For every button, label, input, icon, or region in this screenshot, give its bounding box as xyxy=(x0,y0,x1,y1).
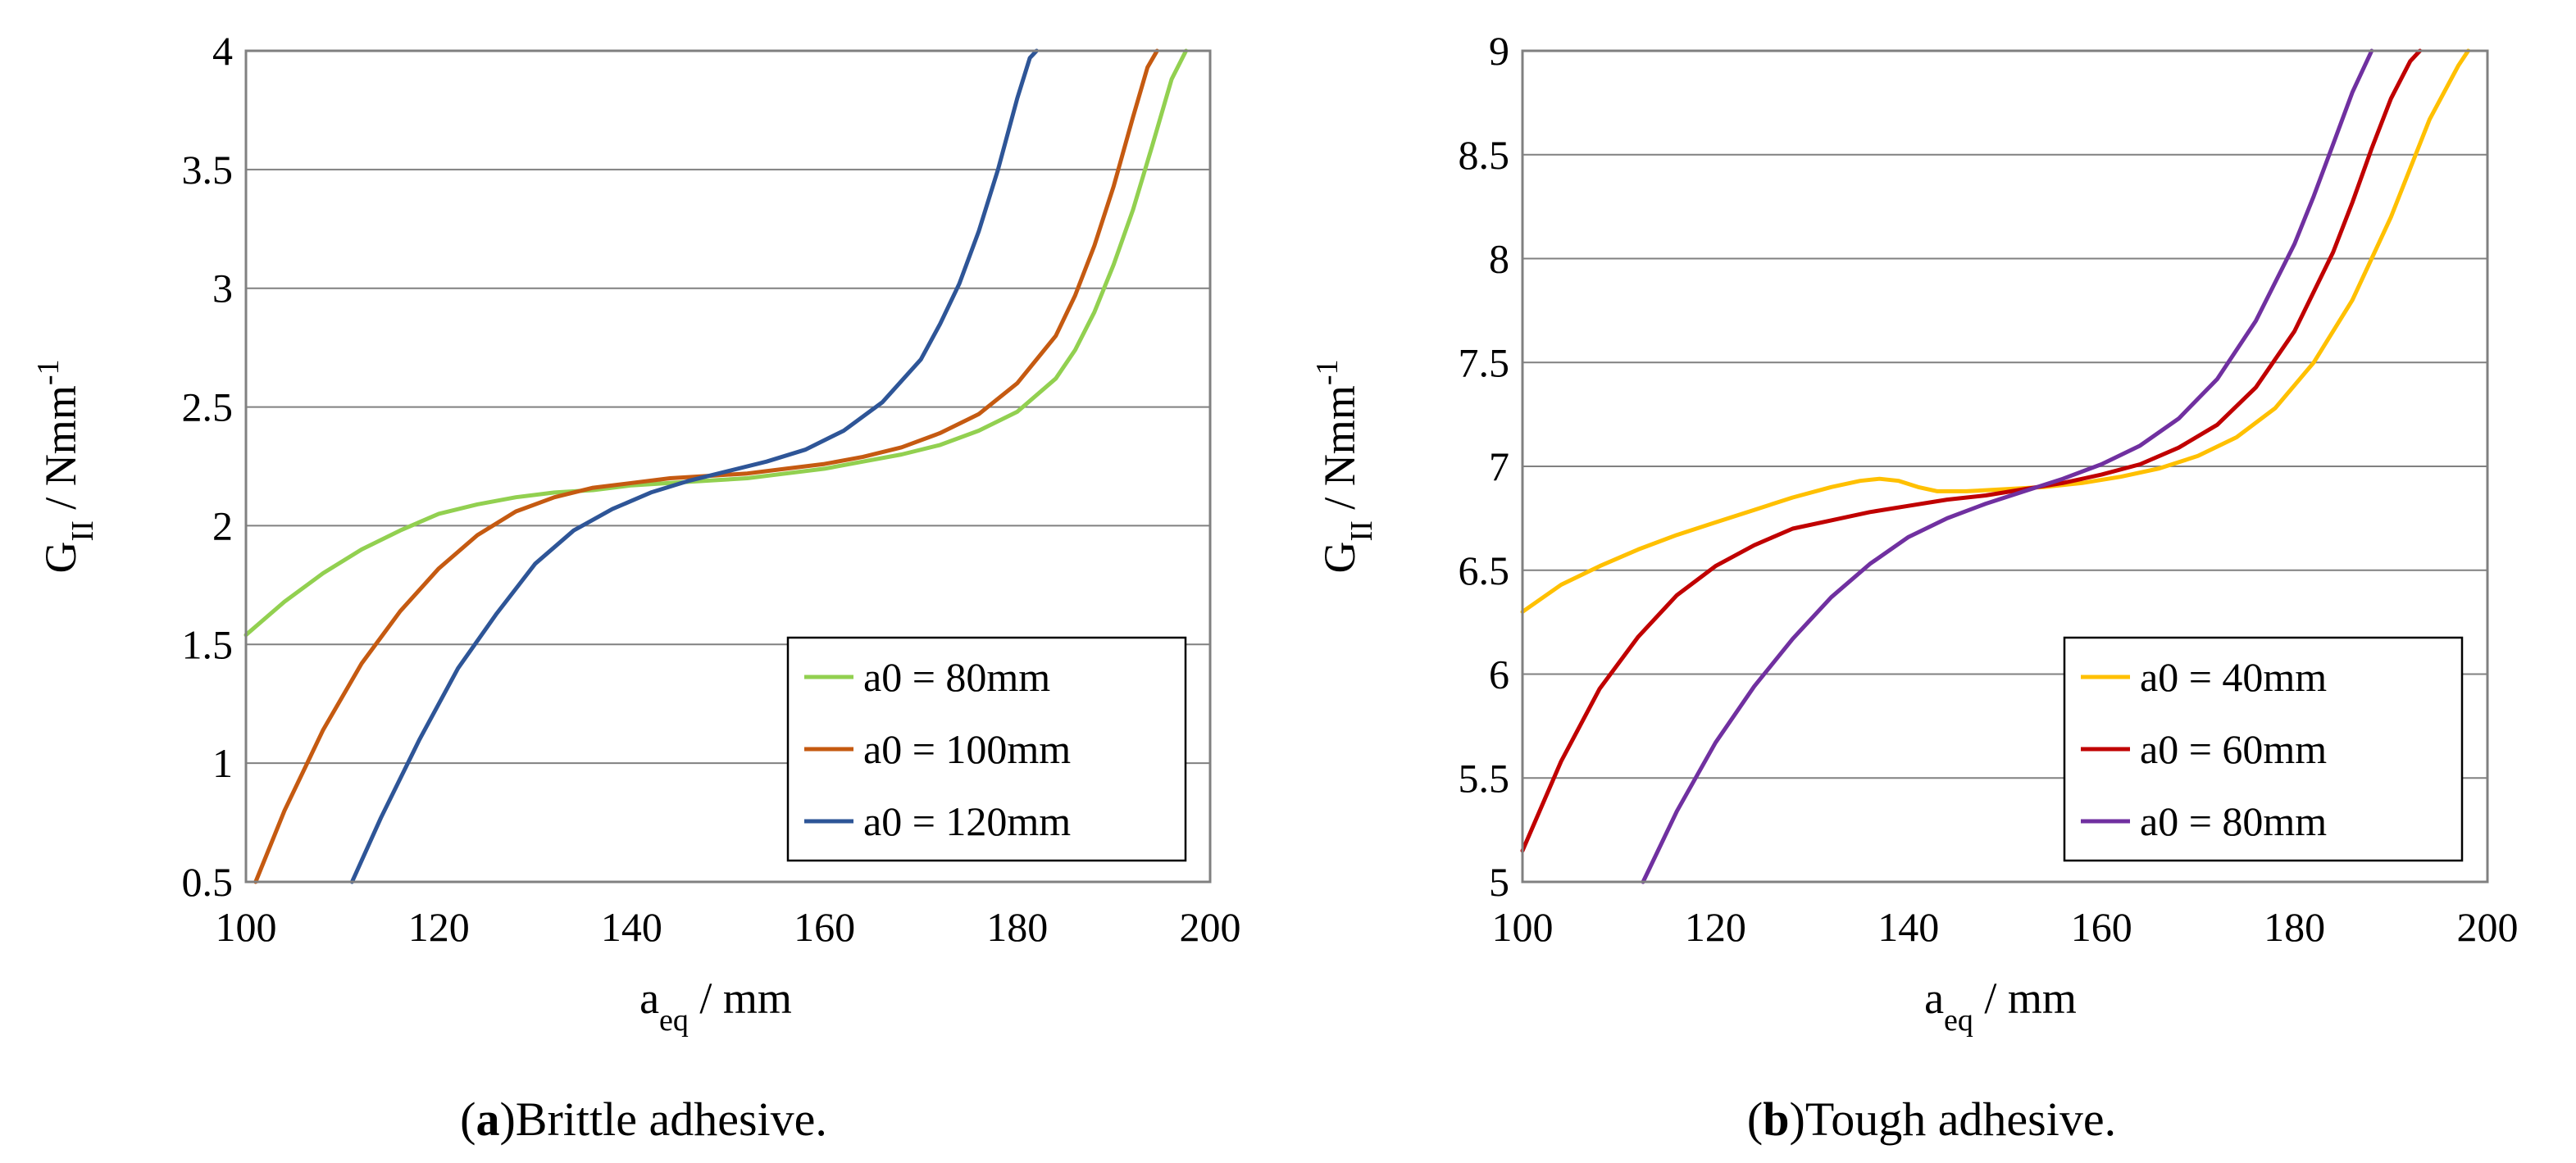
y-tick-label-a-2: 1.5 xyxy=(182,621,234,667)
x-axis-title-a: aeq / mm xyxy=(639,974,792,1038)
x-tick-label-b-2: 140 xyxy=(1877,904,1939,950)
x-tick-label-b-5: 200 xyxy=(2457,904,2519,950)
y-tick-label-b-7: 8.5 xyxy=(1459,132,1510,178)
series-line-b-0 xyxy=(1520,48,2470,614)
y-tick-label-b-4: 7 xyxy=(1489,443,1509,489)
y-tick-label-a-7: 4 xyxy=(212,28,233,74)
y-tick-label-a-4: 2.5 xyxy=(182,384,234,430)
legend-label-b-1: a0 = 60mm xyxy=(2140,726,2327,772)
x-tick-label-a-2: 140 xyxy=(601,904,662,950)
x-tick-label-a-5: 200 xyxy=(1180,904,1241,950)
y-axis-title-b: GII / Nmm-1 xyxy=(1310,360,1379,574)
chart-panel-a: 100 120 140 160 180 200 0.5 1 1.5 2 2.5 3 3.5 4 aeq … xyxy=(31,28,1241,1146)
series-line-a-2 xyxy=(349,48,1039,884)
series-group-a xyxy=(243,48,1189,884)
series-line-a-0 xyxy=(243,48,1189,638)
y-tick-label-b-2: 6 xyxy=(1489,652,1509,697)
x-tick-labels-b: 100 120 140 160 180 200 xyxy=(1492,904,2519,950)
legend-box-b xyxy=(2063,636,2464,862)
x-tick-label-b-4: 180 xyxy=(2264,904,2325,950)
legend-a: a0 = 80mm a0 = 100mm a0 = 120mm xyxy=(786,636,1187,862)
y-axis-title-a: GII / Nmm-1 xyxy=(31,360,100,574)
y-tick-label-a-5: 3 xyxy=(212,266,233,311)
legend-b: a0 = 40mm a0 = 60mm a0 = 80mm xyxy=(2063,636,2464,862)
caption-b: (b)Tough adhesive. xyxy=(1747,1093,2116,1146)
x-tick-label-b-0: 100 xyxy=(1492,904,1554,950)
legend-label-a-0: a0 = 80mm xyxy=(863,654,1050,700)
x-tick-label-b-3: 160 xyxy=(2071,904,2132,950)
y-tick-label-b-0: 5 xyxy=(1489,859,1509,905)
y-tick-labels-b: 5 5.5 6 6.5 7 7.5 8 8.5 9 xyxy=(1459,28,1510,905)
y-tick-label-a-3: 2 xyxy=(212,502,233,548)
plot-frame-b xyxy=(1521,49,2489,884)
legend-label-b-2: a0 = 80mm xyxy=(2140,798,2327,844)
y-tick-label-b-5: 7.5 xyxy=(1459,339,1510,385)
x-axis-title-b: aeq / mm xyxy=(1924,974,2077,1038)
y-tick-label-a-0: 0.5 xyxy=(182,859,234,905)
x-tick-label-a-3: 160 xyxy=(794,904,855,950)
plot-frame-a xyxy=(244,49,1212,884)
y-tick-label-b-6: 8 xyxy=(1489,236,1509,282)
y-tick-labels-a: 0.5 1 1.5 2 2.5 3 3.5 4 xyxy=(182,28,234,905)
legend-label-b-0: a0 = 40mm xyxy=(2140,654,2327,700)
y-tick-label-b-3: 6.5 xyxy=(1459,547,1510,593)
y-tick-label-a-1: 1 xyxy=(212,740,233,786)
y-tick-label-a-6: 3.5 xyxy=(182,147,234,193)
x-tick-label-a-1: 120 xyxy=(408,904,470,950)
y-tick-label-b-8: 9 xyxy=(1489,28,1509,74)
legend-box-a xyxy=(786,636,1187,862)
chart-panel-b: 100 120 140 160 180 200 5 5.5 6 6.5 7 7.5 8 8.5 9 aeq… xyxy=(1310,28,2519,1146)
series-line-b-2 xyxy=(1641,48,2374,884)
series-group-b xyxy=(1520,48,2470,884)
series-line-a-1 xyxy=(253,48,1159,884)
x-tick-labels-a: 100 120 140 160 180 200 xyxy=(216,904,1241,950)
x-tick-label-b-1: 120 xyxy=(1685,904,1746,950)
caption-a: (a)Brittle adhesive. xyxy=(460,1093,827,1146)
legend-label-a-1: a0 = 100mm xyxy=(863,726,1071,772)
y-tick-label-b-1: 5.5 xyxy=(1459,755,1510,801)
legend-label-a-2: a0 = 120mm xyxy=(863,798,1071,844)
x-tick-label-a-0: 100 xyxy=(216,904,277,950)
x-tick-label-a-4: 180 xyxy=(986,904,1048,950)
